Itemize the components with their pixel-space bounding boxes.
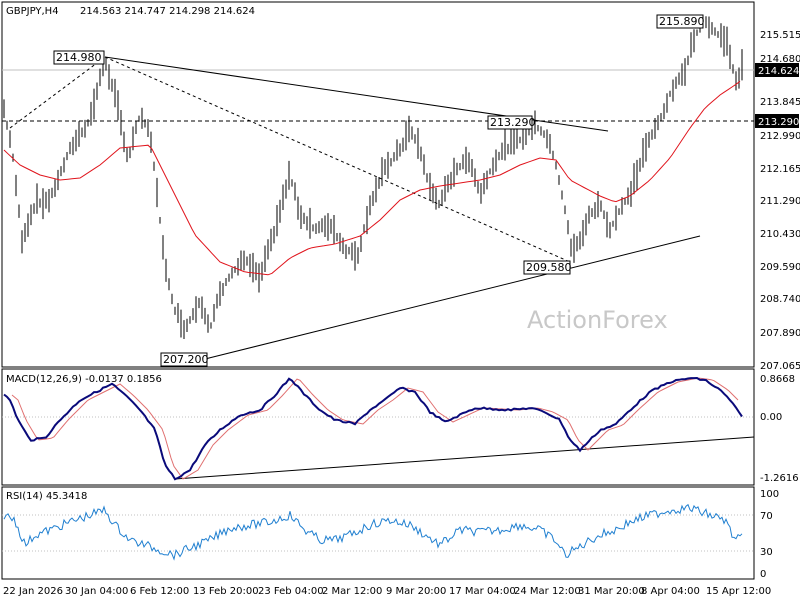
rsi-label: RSI(14) 45.3418	[6, 491, 87, 502]
macd-signal-line	[11, 377, 739, 480]
price-tick: 209.590	[760, 262, 800, 273]
macd-trendline	[174, 436, 755, 480]
level-price-tag: 213.290	[755, 114, 799, 128]
svg-text:15 Apr 12:00: 15 Apr 12:00	[706, 586, 771, 597]
svg-text:0.00: 0.00	[760, 412, 782, 423]
svg-text:209.580: 209.580	[526, 261, 572, 274]
annotation-low-right: 209.580	[523, 260, 572, 275]
dashed-trendline-right	[104, 56, 571, 263]
svg-text:214.624: 214.624	[758, 66, 799, 77]
svg-text:215.890: 215.890	[659, 15, 705, 28]
svg-text:0.8668: 0.8668	[760, 374, 795, 385]
macd-label: MACD(12,26,9) -0.0137 0.1856	[6, 374, 162, 385]
svg-text:213.290: 213.290	[758, 117, 799, 128]
svg-text:6 Feb 12:00: 6 Feb 12:00	[130, 586, 189, 597]
svg-text:31 Mar 20:00: 31 Mar 20:00	[578, 586, 645, 597]
price-tick: 207.065	[760, 361, 800, 372]
annotation-low-left: 207.200	[160, 352, 209, 367]
price-tick: 211.290	[760, 196, 800, 207]
price-tick: 213.845	[760, 97, 800, 108]
svg-text:0: 0	[760, 569, 766, 580]
annotation-mid-level: 213.290	[487, 115, 536, 130]
current-price-tag: 214.624	[755, 63, 799, 77]
svg-text:30: 30	[760, 547, 773, 558]
svg-text:213.290: 213.290	[490, 116, 536, 129]
svg-text:17 Mar 04:00: 17 Mar 04:00	[449, 586, 516, 597]
svg-text:100: 100	[760, 489, 779, 500]
svg-text:13 Feb 20:00: 13 Feb 20:00	[193, 586, 259, 597]
svg-text:-1.2616: -1.2616	[760, 473, 799, 484]
svg-text:214.980: 214.980	[56, 51, 102, 64]
lower-trendline	[204, 235, 701, 360]
price-tick: 207.890	[760, 328, 800, 339]
price-panel[interactable]	[1, 1, 755, 368]
svg-text:22 Jan 2026: 22 Jan 2026	[3, 586, 63, 597]
price-tick: 212.990	[760, 131, 800, 142]
svg-text:207.200: 207.200	[163, 353, 209, 366]
annotation-high-right: 215.890	[656, 14, 705, 29]
svg-text:70: 70	[760, 511, 773, 522]
svg-text:30 Jan 04:00: 30 Jan 04:00	[65, 586, 128, 597]
macd-axis: 0.8668 0.00 -1.2616	[760, 374, 799, 484]
rsi-line	[3, 503, 743, 561]
watermark: ActionForex	[527, 306, 668, 334]
price-tick: 210.430	[760, 229, 800, 240]
price-axis: 215.515 214.680 213.845 212.990 212.165 …	[760, 30, 800, 372]
annotation-high-left: 214.980	[53, 50, 105, 65]
svg-text:23 Feb 04:00: 23 Feb 04:00	[258, 586, 324, 597]
svg-text:8 Apr 04:00: 8 Apr 04:00	[641, 586, 700, 597]
svg-text:2 Mar 12:00: 2 Mar 12:00	[322, 586, 382, 597]
price-tick: 208.740	[760, 294, 800, 305]
price-tick: 215.515	[760, 30, 800, 41]
symbol-label: GBPJPY,H4	[6, 6, 59, 17]
candlestick-series	[3, 16, 743, 340]
price-tick: 214.680	[760, 54, 800, 65]
svg-text:9 Mar 20:00: 9 Mar 20:00	[386, 586, 446, 597]
ohlc-values: 214.563 214.747 214.298 214.624	[80, 6, 255, 17]
moving-average-line	[3, 80, 741, 276]
svg-text:24 Mar 12:00: 24 Mar 12:00	[514, 586, 581, 597]
rsi-panel[interactable]	[1, 486, 755, 580]
price-tick: 212.165	[760, 164, 800, 175]
dashed-trendline-left	[9, 56, 106, 129]
macd-line	[3, 376, 743, 481]
rsi-axis: 100 70 30 0	[760, 489, 779, 580]
time-axis: 22 Jan 2026 30 Jan 04:00 6 Feb 12:00 13 …	[3, 586, 771, 597]
macd-panel[interactable]	[1, 368, 755, 486]
